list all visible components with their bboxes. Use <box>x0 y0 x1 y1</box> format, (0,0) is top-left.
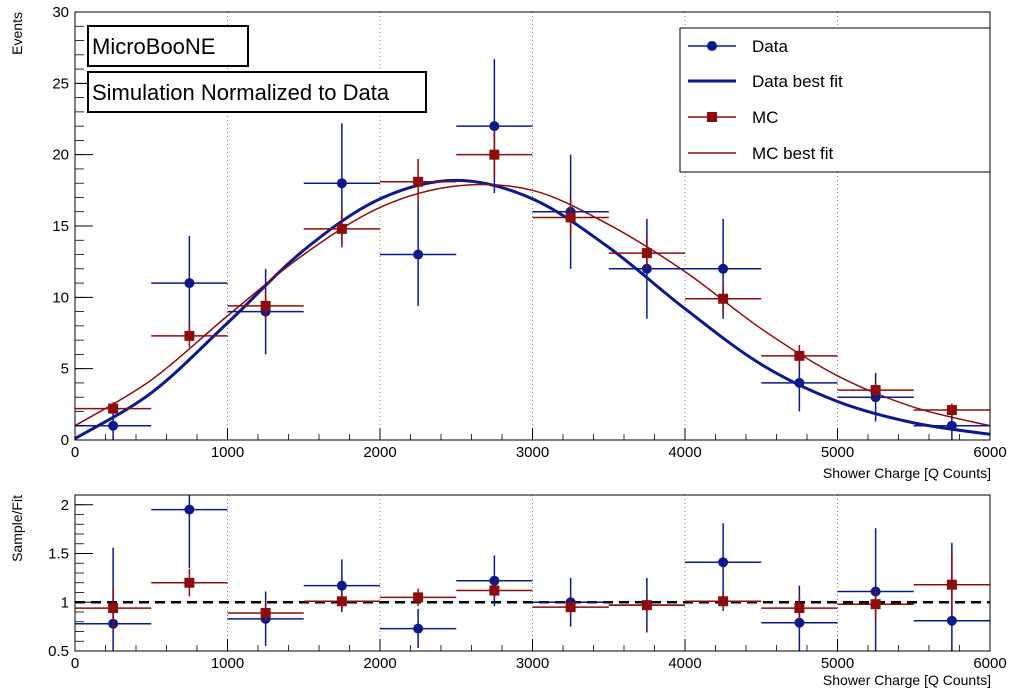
ratio-data-point <box>685 523 762 602</box>
main-y-tick-label: 0 <box>61 432 69 449</box>
main-data-point <box>913 411 990 440</box>
main-mc-point <box>75 402 152 416</box>
main-mc-point <box>608 237 685 269</box>
main-x-tick-label: 5000 <box>821 444 854 461</box>
ratio-mc-point <box>837 588 914 620</box>
svg-text:MC best fit: MC best fit <box>752 144 834 163</box>
main-mc-point <box>837 382 914 398</box>
ratio-y-tick-label: 0.5 <box>48 643 69 660</box>
main-x-tick-label: 3000 <box>516 444 549 461</box>
ratio-data-point <box>151 495 228 569</box>
ratio-grid <box>227 495 838 651</box>
ratio-data-point <box>456 555 533 607</box>
main-grid <box>227 12 838 440</box>
ratio-mc-point <box>303 593 380 610</box>
ratio-mc-point <box>456 582 533 599</box>
ratio-mc-point <box>913 553 990 616</box>
main-y-axis-title: Events <box>9 12 25 55</box>
ratio-mc-point <box>75 586 152 630</box>
main-x-axis-title: Shower Charge [Q Counts] <box>823 465 991 481</box>
legend-entry-mc: MC <box>688 108 778 127</box>
main-y-tick-label: 5 <box>61 361 69 378</box>
microboone-label: MicroBooNE <box>92 34 215 59</box>
ratio-x-tick-label: 5000 <box>821 655 854 672</box>
normalization-label-box: Simulation Normalized to Data <box>87 71 427 113</box>
main-x-tick-label: 1000 <box>211 444 244 461</box>
microboone-label-box: MicroBooNE <box>87 25 249 67</box>
ratio-x-tick-label: 3000 <box>516 655 549 672</box>
ratio-y-tick-label: 2 <box>61 497 69 514</box>
ratio-x-tick-label: 6000 <box>973 655 1006 672</box>
ratio-mc-point <box>151 569 228 597</box>
main-data-best-fit-curve <box>74 178 991 440</box>
ratio-data-points <box>75 495 990 651</box>
legend-entry-mc-best-fit: MC best fit <box>688 144 834 163</box>
ratio-mc-point <box>380 588 457 607</box>
ratio-mc-point <box>532 599 609 615</box>
main-mc-point <box>456 131 533 178</box>
ratio-y-tick-label: 1 <box>61 594 69 611</box>
legend: Data Data best fit MC MC best fit <box>679 27 991 173</box>
ratio-y-tick-label: 1.5 <box>48 546 69 563</box>
main-data-point <box>75 411 152 440</box>
ratio-y-axis-title: Sample/Fit <box>9 495 25 562</box>
ratio-x-tick-label: 2000 <box>363 655 396 672</box>
ratio-mc-point <box>761 596 838 620</box>
svg-text:Data: Data <box>752 37 788 56</box>
main-mc-point <box>380 158 457 205</box>
main-data-point <box>380 203 457 306</box>
main-mc-best-fit-curve <box>74 183 991 427</box>
legend-entry-data: Data <box>688 37 788 56</box>
main-x-tick-label: 6000 <box>973 444 1006 461</box>
main-data-points <box>75 59 990 440</box>
ratio-x-axis-title: Shower Charge [Q Counts] <box>823 672 991 688</box>
main-y-tick-label: 20 <box>52 147 69 164</box>
main-x-tick-label: 4000 <box>668 444 701 461</box>
ratio-mc-point <box>608 597 685 613</box>
main-axis-ticks: 0 1000 2000 3000 4000 5000 6000 0 5 10 15 20 25 30 <box>52 4 1006 461</box>
normalization-label: Simulation Normalized to Data <box>92 80 390 105</box>
main-mc-point <box>685 285 762 313</box>
main-x-tick-label: 2000 <box>363 444 396 461</box>
main-fit-curves <box>74 178 991 440</box>
main-y-tick-label: 15 <box>52 218 69 235</box>
main-y-tick-label: 10 <box>52 289 69 306</box>
main-mc-point <box>151 324 228 348</box>
main-mc-point <box>532 198 609 236</box>
main-x-tick-label: 0 <box>71 444 79 461</box>
main-mc-point <box>761 345 838 367</box>
ratio-x-tick-label: 0 <box>71 655 79 672</box>
ratio-axis-ticks: 0 1000 2000 3000 4000 5000 6000 0.5 1 1.5 2 <box>48 494 1007 672</box>
ratio-x-tick-label: 4000 <box>668 655 701 672</box>
main-y-tick-label: 30 <box>52 4 69 21</box>
main-mc-point <box>227 292 304 320</box>
main-mc-point <box>303 210 380 248</box>
ratio-mc-point <box>685 591 762 612</box>
legend-entry-data-best-fit: Data best fit <box>688 72 843 91</box>
main-mc-point <box>913 403 990 417</box>
ratio-data-point <box>380 609 457 649</box>
main-y-tick-label: 25 <box>52 75 69 92</box>
ratio-x-tick-label: 1000 <box>211 655 244 672</box>
main-data-point <box>151 235 228 331</box>
ratio-mc-point <box>227 604 304 622</box>
svg-text:Data best fit: Data best fit <box>752 72 843 91</box>
svg-text:MC: MC <box>752 108 778 127</box>
